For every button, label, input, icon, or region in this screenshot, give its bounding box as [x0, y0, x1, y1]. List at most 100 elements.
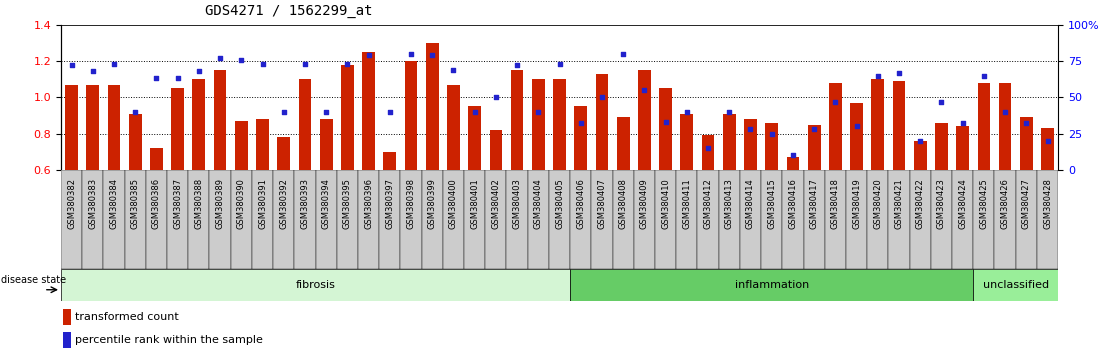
Bar [341, 65, 353, 170]
FancyBboxPatch shape [676, 170, 697, 269]
Text: GSM380404: GSM380404 [534, 178, 543, 229]
Text: GSM380386: GSM380386 [152, 178, 161, 229]
FancyBboxPatch shape [931, 170, 952, 269]
Point [933, 99, 951, 104]
Bar [511, 70, 523, 170]
Text: GSM380407: GSM380407 [597, 178, 606, 229]
Point [168, 76, 186, 81]
Text: percentile rank within the sample: percentile rank within the sample [75, 335, 263, 345]
FancyBboxPatch shape [655, 170, 676, 269]
FancyBboxPatch shape [485, 170, 506, 269]
Point [423, 52, 441, 58]
Text: GSM380400: GSM380400 [449, 178, 458, 229]
Point [869, 73, 886, 78]
Text: GSM380422: GSM380422 [915, 178, 925, 229]
Bar [129, 114, 142, 170]
Bar [277, 137, 290, 170]
FancyBboxPatch shape [188, 170, 209, 269]
Bar [532, 79, 545, 170]
FancyBboxPatch shape [847, 170, 868, 269]
FancyBboxPatch shape [995, 170, 1016, 269]
Text: GSM380389: GSM380389 [216, 178, 225, 229]
Text: GSM380413: GSM380413 [725, 178, 733, 229]
Bar [490, 130, 502, 170]
Bar [935, 123, 947, 170]
Point [848, 124, 865, 129]
Point [762, 131, 780, 137]
Text: GDS4271 / 1562299_at: GDS4271 / 1562299_at [205, 4, 372, 18]
Bar [722, 114, 736, 170]
FancyBboxPatch shape [952, 170, 973, 269]
Point [360, 52, 378, 58]
Point [105, 61, 123, 67]
Bar [596, 74, 608, 170]
Bar [86, 85, 99, 170]
Bar [362, 52, 375, 170]
Point [678, 109, 696, 115]
Point [317, 109, 335, 115]
Text: GSM380421: GSM380421 [894, 178, 903, 229]
Point [488, 95, 505, 100]
FancyBboxPatch shape [1016, 170, 1037, 269]
Bar [745, 119, 757, 170]
Text: GSM380410: GSM380410 [661, 178, 670, 229]
FancyBboxPatch shape [379, 170, 400, 269]
FancyBboxPatch shape [803, 170, 824, 269]
FancyBboxPatch shape [400, 170, 422, 269]
Point [402, 51, 420, 57]
Text: unclassified: unclassified [983, 280, 1049, 290]
Point [572, 121, 589, 126]
FancyBboxPatch shape [719, 170, 740, 269]
Bar [383, 152, 397, 170]
Point [996, 109, 1014, 115]
Text: GSM380425: GSM380425 [979, 178, 988, 229]
Text: inflammation: inflammation [735, 280, 809, 290]
FancyBboxPatch shape [464, 170, 485, 269]
Bar [998, 83, 1012, 170]
FancyBboxPatch shape [422, 170, 443, 269]
FancyBboxPatch shape [973, 170, 995, 269]
FancyBboxPatch shape [740, 170, 761, 269]
Bar [63, 332, 71, 348]
FancyBboxPatch shape [61, 170, 82, 269]
Point [593, 95, 611, 100]
FancyBboxPatch shape [761, 170, 782, 269]
Bar [404, 61, 418, 170]
FancyBboxPatch shape [868, 170, 889, 269]
Point [890, 70, 907, 75]
Bar [235, 121, 248, 170]
FancyBboxPatch shape [697, 170, 719, 269]
FancyBboxPatch shape [782, 170, 803, 269]
Bar [914, 141, 926, 170]
Bar [956, 126, 970, 170]
FancyBboxPatch shape [103, 170, 124, 269]
Bar [808, 125, 821, 170]
Point [233, 57, 250, 62]
FancyBboxPatch shape [209, 170, 230, 269]
Text: GSM380412: GSM380412 [704, 178, 712, 229]
Text: GSM380414: GSM380414 [746, 178, 755, 229]
Bar [469, 107, 481, 170]
FancyBboxPatch shape [358, 170, 379, 269]
FancyBboxPatch shape [973, 269, 1058, 301]
Text: GSM380397: GSM380397 [386, 178, 394, 229]
Point [699, 145, 717, 151]
Text: GSM380411: GSM380411 [683, 178, 691, 229]
Bar [256, 119, 269, 170]
Bar [701, 136, 715, 170]
Text: GSM380405: GSM380405 [555, 178, 564, 229]
Point [444, 67, 462, 73]
Point [551, 61, 568, 67]
Text: GSM380420: GSM380420 [873, 178, 882, 229]
Point [84, 68, 102, 74]
Point [63, 63, 81, 68]
Bar [425, 43, 439, 170]
Point [126, 109, 144, 115]
Point [741, 126, 759, 132]
Text: GSM380391: GSM380391 [258, 178, 267, 229]
Text: GSM380388: GSM380388 [194, 178, 204, 229]
FancyBboxPatch shape [910, 170, 931, 269]
Point [806, 126, 823, 132]
Point [275, 109, 293, 115]
FancyBboxPatch shape [571, 269, 973, 301]
